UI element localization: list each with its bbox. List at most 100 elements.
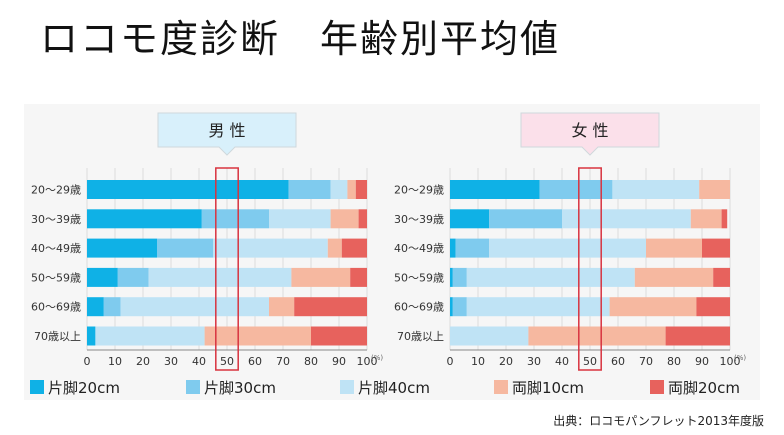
x-unit-label: (%) [371, 354, 383, 362]
bar-segment [95, 326, 205, 346]
highlight-box-50 [215, 167, 239, 371]
bar-segment [87, 180, 289, 199]
bar-segment [452, 297, 467, 317]
bar-segment [450, 238, 456, 258]
bar-segment [450, 267, 453, 287]
category-label: 20～29歳 [394, 184, 444, 197]
page-title: ロコモ度診断 年齢別平均値 [40, 17, 561, 61]
bar-segment [291, 267, 351, 287]
bar-segment [269, 209, 331, 229]
x-tick-label: 100 [720, 355, 741, 368]
x-tick-label: 50 [583, 355, 597, 368]
bar-segment [358, 209, 367, 229]
bar-segment [350, 267, 367, 287]
legend-label: 片脚40cm [358, 379, 430, 397]
legend-label: 片脚30cm [204, 379, 276, 397]
bar-segment [489, 209, 562, 229]
x-tick-label: 50 [220, 355, 234, 368]
x-tick-label: 60 [248, 355, 262, 368]
bar-segment [528, 326, 666, 346]
x-tick-label: 0 [84, 355, 91, 368]
legend-swatch [30, 380, 44, 394]
bar-segment [201, 209, 269, 229]
legend-item: 片脚30cm [186, 379, 276, 397]
x-tick-label: 10 [108, 355, 122, 368]
chart-title: 男 性 [208, 121, 245, 140]
category-label: 30～39歳 [31, 213, 81, 226]
category-label: 20～29歳 [31, 184, 81, 197]
source-note: 出典：ロコモパンフレット2013年度版 [553, 414, 764, 428]
bar-segment [696, 297, 730, 317]
x-tick-label: 100 [357, 355, 378, 368]
legend-item: 両脚20cm [650, 379, 740, 397]
bar-segment [612, 180, 700, 199]
category-label: 40～49歳 [394, 242, 444, 255]
category-label: 70歳以上 [34, 330, 81, 343]
legend-label: 片脚20cm [48, 379, 120, 397]
bar-segment [452, 267, 467, 287]
bar-segment [347, 180, 356, 199]
bar-segment [450, 297, 453, 317]
x-tick-label: 0 [447, 355, 454, 368]
legend-swatch [186, 380, 200, 394]
chart-title: 女 性 [571, 121, 608, 140]
bar-segment [466, 297, 610, 317]
x-tick-label: 80 [304, 355, 318, 368]
bar-segment [634, 267, 714, 287]
bar-segment [294, 297, 367, 317]
bar-segment [699, 180, 730, 199]
x-tick-label: 90 [695, 355, 709, 368]
x-tick-label: 70 [639, 355, 653, 368]
bar-segment [455, 238, 490, 258]
bar-segment [288, 180, 331, 199]
chart-title-box [520, 112, 660, 156]
bar-segment [157, 238, 213, 258]
category-label: 50～59歳 [394, 271, 444, 284]
bar-segment [450, 209, 490, 229]
bar-segment [713, 267, 730, 287]
x-tick-label: 80 [667, 355, 681, 368]
x-tick-label: 30 [527, 355, 541, 368]
legend-item: 片脚40cm [340, 379, 430, 397]
bar-segment [341, 238, 367, 258]
category-label: 70歳以上 [397, 330, 444, 343]
bar-segment [204, 326, 311, 346]
bar-segment [269, 297, 295, 317]
bar-segment [609, 297, 697, 317]
bar-segment [539, 180, 613, 199]
category-label: 40～49歳 [31, 242, 81, 255]
bar-segment [721, 209, 728, 229]
bar-segment [355, 180, 367, 199]
bar-segment [466, 267, 635, 287]
bar-segment [646, 238, 702, 258]
bar-segment [213, 238, 328, 258]
bar-segment [117, 267, 149, 287]
bar-segment [103, 297, 121, 317]
chart-title-box [157, 112, 297, 156]
bar-segment [120, 297, 269, 317]
category-label: 60～69歳 [31, 301, 81, 314]
x-tick-label: 30 [164, 355, 178, 368]
bar-segment [87, 326, 96, 346]
legend-label: 両脚10cm [512, 379, 584, 397]
legend-swatch [650, 380, 664, 394]
highlight-box-50 [578, 167, 602, 371]
x-tick-label: 40 [555, 355, 569, 368]
x-tick-label: 20 [136, 355, 150, 368]
bar-segment [450, 180, 540, 199]
bar-segment [665, 326, 730, 346]
legend-label: 両脚20cm [668, 379, 740, 397]
legend-item: 両脚10cm [494, 379, 584, 397]
bar-segment [148, 267, 292, 287]
legend-swatch [340, 380, 354, 394]
x-tick-label: 60 [611, 355, 625, 368]
category-label: 30～39歳 [394, 213, 444, 226]
bar-segment [450, 326, 529, 346]
category-label: 50～59歳 [31, 271, 81, 284]
x-tick-label: 10 [471, 355, 485, 368]
x-unit-label: (%) [734, 354, 746, 362]
bar-segment [87, 297, 104, 317]
